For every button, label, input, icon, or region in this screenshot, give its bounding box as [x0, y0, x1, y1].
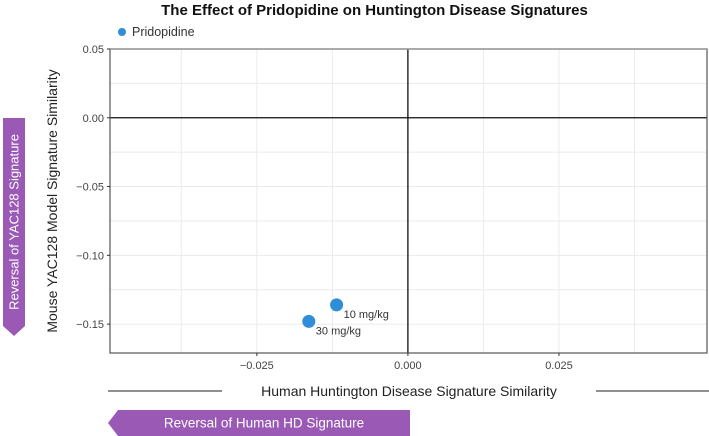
- data-point: [302, 314, 316, 328]
- x-banner-label: Reversal of Human HD Signature: [164, 416, 364, 431]
- x-reversal-banner: Reversal of Human HD Signature: [108, 410, 410, 436]
- x-tick-label: 0.000: [394, 360, 422, 372]
- left-arrow-banner-icon: [108, 410, 410, 436]
- legend-marker-icon: [118, 28, 126, 36]
- down-arrow-banner-icon: [3, 118, 25, 336]
- y-tick-label: 0.05: [83, 44, 104, 56]
- x-tick-label: 0.025: [545, 360, 573, 372]
- data-point-label: 30 mg/kg: [316, 325, 361, 337]
- y-tick-label: −0.10: [76, 250, 104, 262]
- y-tick-label: −0.05: [76, 182, 104, 194]
- chart-title: The Effect of Pridopidine on Huntington …: [161, 2, 588, 19]
- x-tick-label: −0.025: [240, 360, 274, 372]
- x-axis-label: Human Huntington Disease Signature Simil…: [261, 383, 557, 399]
- legend-label: Pridopidine: [132, 25, 195, 39]
- data-point: [330, 298, 344, 312]
- y-tick-label: −0.15: [76, 319, 104, 331]
- data-point-label: 10 mg/kg: [344, 309, 389, 321]
- legend: Pridopidine: [118, 25, 195, 39]
- y-tick-label: 0.00: [83, 113, 104, 125]
- y-reversal-banner: Reversal of YAC128 Signature: [3, 118, 25, 336]
- y-axis-label: Mouse YAC128 Model Signature Similarity: [44, 69, 60, 332]
- y-banner-label: Reversal of YAC128 Signature: [7, 134, 22, 310]
